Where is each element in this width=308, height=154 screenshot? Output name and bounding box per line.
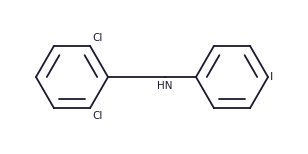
Text: HN: HN bbox=[157, 81, 173, 91]
Text: Cl: Cl bbox=[92, 111, 102, 121]
Text: I: I bbox=[270, 72, 273, 82]
Text: Cl: Cl bbox=[92, 33, 102, 43]
